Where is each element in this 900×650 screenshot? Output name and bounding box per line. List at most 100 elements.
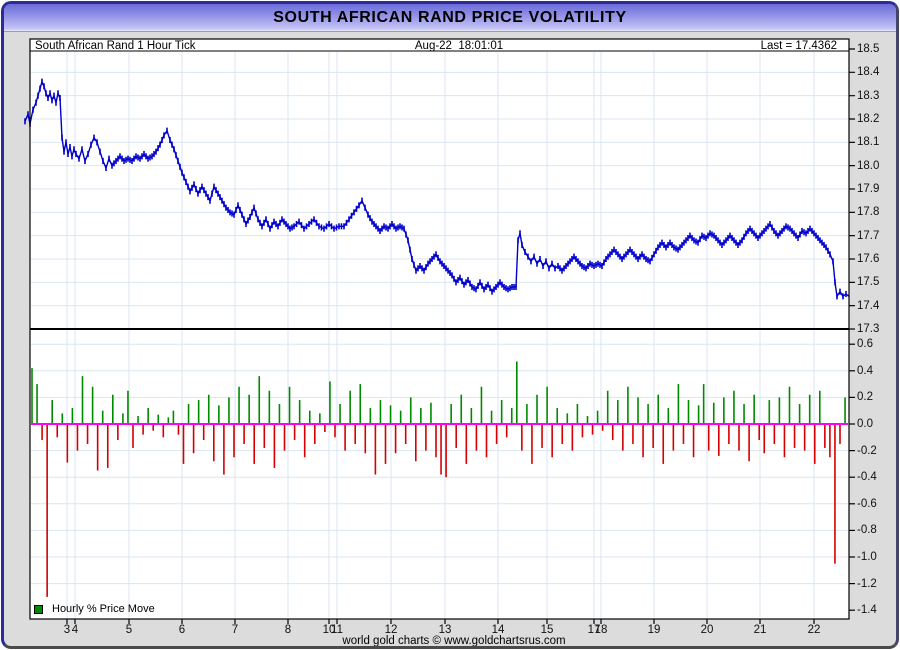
volatility-bar-down [505,424,508,438]
volatility-bar-up [627,386,629,424]
volatility-bar-down [233,424,235,458]
volatility-bar-up [207,394,210,424]
volatility-bar-up [480,386,483,424]
volatility-bar-up [101,410,104,424]
volatility-bar-down [541,424,543,448]
volatility-bar-down [682,424,685,444]
x-tick-label: 11 [331,624,343,636]
volatility-y-tick-label: -1.4 [857,604,877,617]
volatility-bar-down [581,424,584,438]
volatility-bar-up [308,410,311,424]
volatility-bar-up [677,384,680,424]
volatility-bar-down [748,424,750,462]
volatility-bar-down [763,424,766,454]
x-tick-label: 5 [125,624,133,636]
volatility-bar-down [465,424,468,464]
volatility-bar-down [495,424,498,444]
volatility-bar-down [263,424,266,448]
volatility-bar-down [192,424,195,454]
volatility-bar-down [475,424,478,451]
volatility-bar-down [364,424,367,454]
volatility-bar-up [319,413,321,424]
volatility-bar-up [147,408,149,424]
volatility-bar-up [657,394,659,424]
volatility-bar-up [697,405,700,424]
volatility-bar-down [324,424,326,432]
volatility-bar-down [591,424,594,435]
volatility-bar-down [273,424,276,468]
volatility-bar-down [56,424,59,438]
volatility-bar-up [399,410,402,424]
volatility-y-tick-label: 0.2 [857,391,873,404]
volatility-bar-down [601,424,604,431]
volatility-bar-down [662,424,665,464]
x-tick-label: 22 [807,624,821,636]
volatility-bar-down [455,424,457,448]
timestamp: Aug-22 18:01:01 [414,40,504,52]
price-y-tick-label: 18.2 [857,113,880,125]
x-tick-label: 6 [178,624,186,636]
volatility-bar-down [672,424,675,451]
volatility-bar-up [167,417,170,424]
volatility-bar-down [561,424,564,444]
x-tick-label: 3 [63,624,71,636]
volatility-y-tick-label: -0.4 [857,471,877,484]
volatility-bar-up [409,397,412,424]
volatility-bar-up [768,400,771,424]
x-tick-label: 17 [587,624,601,636]
volatility-bar-down [106,424,109,468]
volatility-bar-down [829,424,831,458]
volatility-bar-down [571,424,574,451]
volatility-y-tick-label: 0.4 [857,364,873,377]
volatility-bar-down [783,424,786,458]
volatility-y-tick-label: -0.2 [857,444,877,457]
volatility-y-tick-label: -0.6 [857,497,877,510]
legend-label: Hourly % Price Move [52,603,155,615]
volatility-bar-up [819,390,821,424]
volatility-bar-up [228,397,230,424]
volatility-bar-up [430,402,432,424]
price-y-tick-label: 17.6 [857,253,880,265]
volatility-bar-up [218,405,220,424]
volatility-bar-up [359,384,362,424]
volatility-bar-up [606,390,609,424]
volatility-bar-up [510,408,513,424]
price-y-tick-label: 17.4 [857,299,880,312]
volatility-bar-down [485,424,488,458]
volatility-bar-up [122,413,124,424]
title-bar: SOUTH AFRICAN RAND PRICE VOLATILITY [4,4,896,32]
volatility-bar-up [566,413,569,424]
volatility-bar-down [334,424,336,438]
volatility-bar-down [834,424,836,564]
volatility-bar-down [622,424,624,451]
volatility-bar-up [844,397,846,424]
volatility-bar-down [642,424,644,458]
x-tick-label: 7 [231,624,239,636]
volatility-bar-up [389,405,392,424]
volatility-bar-down [152,424,154,431]
volatility-bar-up [278,404,281,424]
volatility-bar-down [303,424,306,458]
volatility-bar-up [172,410,175,424]
volatility-bar-down [793,424,796,448]
volatility-bar-down [354,424,356,444]
volatility-bar-down [728,424,730,444]
volatility-bar-up [753,394,755,424]
volatility-bar-down [202,424,205,440]
price-y-tick-label: 18.3 [857,89,880,102]
volatility-bar-up [137,416,139,424]
legend-swatch-icon [34,604,43,614]
volatility-bar-down [132,424,134,448]
volatility-bar-up [723,397,725,424]
legend: Hourly % Price Move [34,603,155,615]
volatility-bar-up [743,404,745,424]
volatility-bar-down [803,424,806,451]
volatility-bar-down [440,424,442,475]
volatility-bar-up [798,404,801,424]
volatility-y-tick-label: 0.0 [857,418,873,430]
volatility-bar-up [91,386,94,424]
volatility-y-tick-label: -1.0 [857,551,877,563]
x-tick-label: 8 [284,624,292,636]
volatility-bar-up [500,400,503,424]
volatility-bar-up [71,408,74,424]
